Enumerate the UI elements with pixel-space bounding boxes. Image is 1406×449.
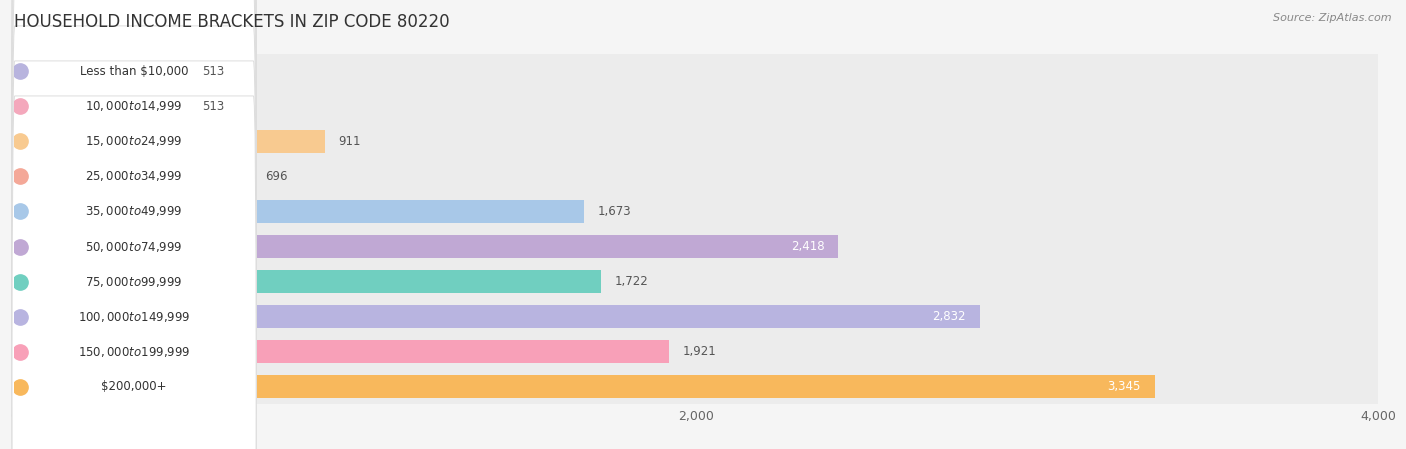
Bar bbox=[14, 299, 1378, 334]
FancyBboxPatch shape bbox=[13, 0, 256, 432]
FancyBboxPatch shape bbox=[13, 0, 256, 449]
Bar bbox=[14, 234, 838, 259]
Text: 513: 513 bbox=[202, 100, 225, 113]
Text: 1,722: 1,722 bbox=[614, 275, 648, 288]
Text: $10,000 to $14,999: $10,000 to $14,999 bbox=[86, 99, 183, 114]
Text: $35,000 to $49,999: $35,000 to $49,999 bbox=[86, 204, 183, 219]
Bar bbox=[14, 159, 1378, 194]
Text: Less than $10,000: Less than $10,000 bbox=[80, 65, 188, 78]
Bar bbox=[14, 374, 1154, 399]
Text: $200,000+: $200,000+ bbox=[101, 380, 167, 393]
Bar bbox=[14, 339, 669, 364]
FancyBboxPatch shape bbox=[13, 0, 256, 397]
Text: 696: 696 bbox=[264, 170, 287, 183]
Text: 3,345: 3,345 bbox=[1108, 380, 1140, 393]
Text: 513: 513 bbox=[202, 65, 225, 78]
FancyBboxPatch shape bbox=[13, 26, 256, 449]
Text: $75,000 to $99,999: $75,000 to $99,999 bbox=[86, 274, 183, 289]
Bar bbox=[14, 124, 1378, 159]
Bar bbox=[14, 129, 325, 154]
Text: $100,000 to $149,999: $100,000 to $149,999 bbox=[77, 309, 190, 324]
Bar bbox=[14, 369, 1378, 404]
Text: $25,000 to $34,999: $25,000 to $34,999 bbox=[86, 169, 183, 184]
FancyBboxPatch shape bbox=[13, 61, 256, 449]
Text: 1,673: 1,673 bbox=[598, 205, 631, 218]
Bar bbox=[14, 304, 980, 329]
Text: $150,000 to $199,999: $150,000 to $199,999 bbox=[77, 344, 190, 359]
Text: 2,418: 2,418 bbox=[792, 240, 825, 253]
FancyBboxPatch shape bbox=[13, 0, 256, 449]
Bar bbox=[14, 334, 1378, 369]
Bar bbox=[14, 54, 1378, 89]
FancyBboxPatch shape bbox=[13, 96, 256, 449]
Bar bbox=[14, 199, 585, 224]
Text: $50,000 to $74,999: $50,000 to $74,999 bbox=[86, 239, 183, 254]
Bar bbox=[14, 89, 1378, 124]
Text: Source: ZipAtlas.com: Source: ZipAtlas.com bbox=[1274, 13, 1392, 23]
Bar bbox=[14, 269, 602, 294]
Text: 1,921: 1,921 bbox=[683, 345, 717, 358]
Bar bbox=[14, 264, 1378, 299]
Text: 911: 911 bbox=[339, 135, 361, 148]
Text: 2,832: 2,832 bbox=[932, 310, 966, 323]
Bar bbox=[14, 164, 252, 189]
FancyBboxPatch shape bbox=[13, 0, 256, 449]
Bar bbox=[14, 94, 188, 119]
Bar bbox=[14, 229, 1378, 264]
FancyBboxPatch shape bbox=[13, 0, 256, 362]
Text: $15,000 to $24,999: $15,000 to $24,999 bbox=[86, 134, 183, 149]
Bar bbox=[14, 194, 1378, 229]
FancyBboxPatch shape bbox=[13, 0, 256, 449]
Text: HOUSEHOLD INCOME BRACKETS IN ZIP CODE 80220: HOUSEHOLD INCOME BRACKETS IN ZIP CODE 80… bbox=[14, 13, 450, 31]
Bar bbox=[14, 59, 188, 84]
